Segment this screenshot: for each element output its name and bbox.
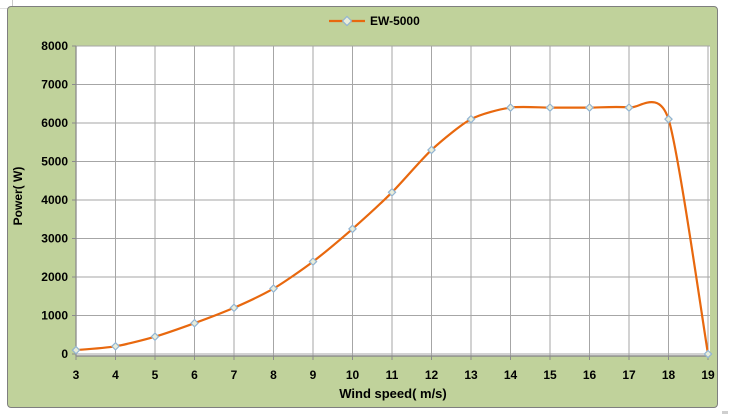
y-tick-label: 2000 xyxy=(41,270,68,284)
y-axis-title: Power( W) xyxy=(11,166,25,226)
y-tick-label: 6000 xyxy=(41,116,68,130)
x-tick-label: 19 xyxy=(701,368,715,382)
x-tick-label: 14 xyxy=(504,368,518,382)
data-point-marker xyxy=(190,318,199,328)
x-tick-label: 12 xyxy=(425,368,439,382)
data-point-marker xyxy=(269,284,278,293)
x-axis-title: Wind speed( m/s) xyxy=(339,386,447,401)
legend-label: EW-5000 xyxy=(370,14,420,28)
data-point-marker xyxy=(111,341,120,351)
x-tick-label: 11 xyxy=(386,368,399,382)
data-point-marker xyxy=(585,103,594,113)
power-curve-chart[interactable]: 3 4 5 6 7 8 9 10 11 12 13 14 15 16 17 18 19 0 1000 2000 3000… xyxy=(7,6,718,408)
y-tick-label: 8000 xyxy=(41,39,68,53)
y-tick-label: 4000 xyxy=(41,193,68,207)
x-tick-label: 18 xyxy=(662,368,676,382)
data-point-marker xyxy=(387,187,397,197)
x-tick-label: 17 xyxy=(622,368,636,382)
x-tick-label: 4 xyxy=(112,368,119,382)
x-tick-label: 8 xyxy=(270,368,277,382)
x-tick-label: 7 xyxy=(231,368,238,382)
legend-marker xyxy=(329,15,365,27)
y-tick-label: 7000 xyxy=(41,78,68,92)
x-tick-label: 9 xyxy=(310,368,317,382)
x-tick-label: 13 xyxy=(464,368,478,382)
data-point-marker xyxy=(664,114,673,124)
data-point-marker xyxy=(71,345,81,355)
data-point-marker xyxy=(545,103,555,113)
y-tick-label: 0 xyxy=(61,347,68,361)
x-tick-label: 3 xyxy=(73,368,80,382)
spreadsheet-cell-fragment xyxy=(722,411,728,414)
data-point-marker xyxy=(703,349,713,359)
data-point-marker xyxy=(150,332,160,342)
data-point-marker xyxy=(466,114,476,124)
plot-area xyxy=(76,46,710,356)
legend[interactable]: EW-5000 xyxy=(328,13,420,29)
x-tick-label: 5 xyxy=(152,368,159,382)
y-tick-label: 3000 xyxy=(41,232,68,246)
data-point-marker xyxy=(427,145,436,155)
data-point-marker xyxy=(308,257,318,267)
y-tick-label: 1000 xyxy=(41,309,68,323)
x-tick-label: 16 xyxy=(583,368,597,382)
data-point-marker xyxy=(624,103,634,113)
data-point-marker xyxy=(506,103,515,113)
x-tick-label: 15 xyxy=(543,368,557,382)
data-point-marker xyxy=(348,224,357,234)
power-curve-svg: 3 4 5 6 7 8 9 10 11 12 13 14 15 16 17 18 19 0 1000 2000 3000… xyxy=(41,39,715,382)
x-tick-label: 10 xyxy=(346,368,360,382)
spreadsheet-cell-corner xyxy=(0,0,13,9)
x-tick-label: 6 xyxy=(191,368,198,382)
y-tick-label: 5000 xyxy=(41,155,68,169)
data-point-marker xyxy=(229,303,239,313)
